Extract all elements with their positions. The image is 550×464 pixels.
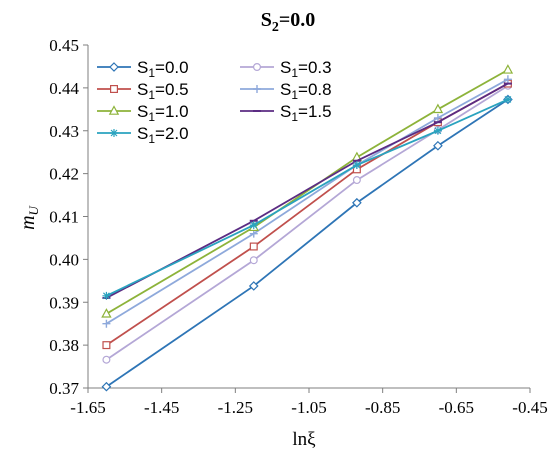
series-4 (101, 64, 514, 318)
y-tick-label: 0.43 (49, 122, 79, 141)
data-point (102, 291, 111, 300)
data-point (101, 308, 112, 318)
legend-label: S1=0.8 (280, 80, 332, 102)
legend-label: S1=1.0 (137, 102, 189, 124)
data-point (503, 95, 512, 104)
data-point (503, 75, 512, 84)
data-point (352, 197, 362, 208)
y-tick-label: 0.42 (49, 165, 79, 184)
y-tick-label: 0.45 (49, 36, 79, 55)
y-axis-title-main: m (17, 215, 39, 229)
x-axis-title: lnξ (292, 429, 316, 450)
y-tick-label: 0.39 (49, 293, 79, 312)
y-tick-label: 0.41 (49, 208, 79, 227)
legend-item: S1=0.8 (240, 80, 332, 102)
legend-label: S1=0.3 (280, 58, 332, 80)
legend-swatch-marker (110, 129, 118, 137)
y-axis-title-sub: U (26, 204, 41, 215)
x-tick-label: -1.05 (291, 398, 326, 417)
legend-label: S1=2.0 (137, 124, 189, 146)
data-point (248, 281, 259, 291)
legend-swatch-marker (108, 105, 120, 115)
x-tick-label: -0.65 (439, 398, 474, 417)
legend-item: S1=2.0 (97, 124, 189, 146)
legend-swatch-marker (253, 62, 262, 71)
x-tick-labels: -1.65 -1.45 -1.25 -1.05 -0.85 -0.65 -0.45 (70, 388, 548, 417)
chart-title-main: S (261, 9, 272, 31)
x-tick-label: -1.25 (218, 398, 253, 417)
y-tick-label: 0.37 (49, 379, 79, 398)
data-point (101, 381, 112, 392)
data-point (102, 341, 111, 350)
legend-swatch-marker (109, 84, 118, 93)
data-point (502, 64, 514, 74)
legend-swatch-marker (253, 85, 261, 93)
chart-title-sub: 2 (272, 20, 279, 35)
legend-item: S1=1.5 (240, 102, 332, 124)
legend-item: S1=0.3 (240, 58, 332, 80)
y-tick-label: 0.38 (49, 336, 79, 355)
chart-title: S2=0.0 (261, 9, 316, 35)
legend-item: S1=0.5 (97, 80, 189, 102)
data-point (352, 176, 361, 185)
legend-label: S1=0.0 (137, 58, 189, 80)
legend-item: S1=1.0 (97, 102, 189, 124)
y-axis-title: mU (17, 204, 41, 229)
series-5 (102, 82, 512, 299)
x-tick-label: -1.65 (70, 398, 105, 417)
chart-title-rest: =0.0 (279, 9, 315, 31)
legend-swatch-marker (109, 62, 119, 72)
y-tick-label: 0.44 (49, 79, 79, 98)
plot-area (101, 64, 514, 392)
data-point (352, 161, 361, 170)
data-point (433, 126, 442, 135)
x-tick-label: -0.85 (365, 398, 400, 417)
data-point (249, 256, 258, 265)
data-point (432, 103, 444, 114)
series-6 (102, 95, 512, 300)
y-tick-label: 0.40 (49, 250, 79, 269)
legend-label: S1=0.5 (137, 80, 189, 102)
x-tick-label: -0.45 (512, 398, 547, 417)
data-point (102, 319, 111, 328)
x-tick-label: -1.45 (144, 398, 179, 417)
data-point (249, 221, 258, 230)
data-point (433, 113, 442, 122)
data-point (102, 355, 111, 364)
legend-item: S1=0.0 (97, 58, 189, 80)
data-point (433, 140, 443, 151)
legend: S1=0.0 S1=0.3 S1=0.5 S1=0.8 S1=1.0 S1=1.5 S1=2… (97, 58, 332, 146)
y-tick-labels: 0.37 0.38 0.39 0.40 0.41 0.42 0.43 0.44 0.45 (49, 36, 88, 398)
legend-label: S1=1.5 (280, 102, 332, 124)
data-point (249, 242, 258, 251)
